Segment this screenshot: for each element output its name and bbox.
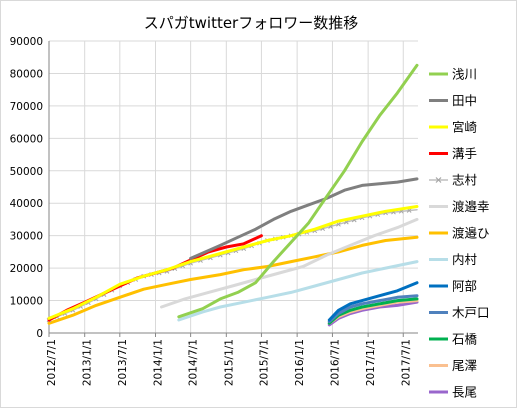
x-tick-label: 2013/7/1	[117, 339, 129, 386]
legend-label-溝手: 溝手	[452, 146, 477, 161]
x-tick-label: 2012/7/1	[46, 339, 58, 386]
axis-layer: 0 10000 20000 30000 40000 50000 60000 70000 8000…	[10, 36, 418, 386]
series-layer	[46, 63, 419, 327]
x-tick-label: 2013/1/1	[82, 339, 94, 386]
x-tick-label: 2015/1/1	[223, 339, 235, 386]
grid-layer	[48, 40, 418, 334]
series-line-内村	[177, 260, 419, 322]
x-tick-label: 2014/1/1	[153, 339, 165, 386]
y-tick-label: 70000	[10, 101, 43, 113]
legend-label-尾澤: 尾澤	[452, 358, 477, 373]
legend-marker-志村	[435, 177, 442, 183]
y-tick-label: 60000	[10, 133, 43, 145]
x-tick-label: 2017/7/1	[400, 339, 412, 386]
legend-label-長尾: 長尾	[452, 385, 477, 400]
series-line-浅川	[177, 63, 419, 319]
chart-title: スパガtwitterフォロワー数推移	[144, 14, 358, 32]
y-tick-label: 0	[36, 328, 43, 340]
legend-label-志村: 志村	[452, 173, 478, 188]
series-line-阿部	[327, 281, 419, 322]
legend-label-木戸口: 木戸口	[452, 305, 490, 320]
y-tick-label: 30000	[10, 231, 43, 243]
series-line-渡邉ひ	[47, 235, 419, 325]
y-tick-label: 20000	[10, 263, 43, 275]
x-tick-label: 2016/1/1	[294, 339, 306, 386]
legend-label-内村: 内村	[452, 252, 478, 267]
x-tick-label: 2015/7/1	[258, 339, 270, 386]
x-tick-label: 2014/7/1	[188, 339, 200, 386]
y-tick-label: 80000	[10, 68, 43, 80]
legend-label-石橋: 石橋	[452, 332, 478, 347]
series-line-渡邉幸	[160, 217, 419, 309]
legend-label-宮崎: 宮崎	[452, 120, 478, 135]
x-tick-label: 2016/7/1	[329, 339, 341, 386]
series-line-木戸口	[327, 294, 419, 324]
legend-label-渡邉幸: 渡邉幸	[452, 199, 490, 214]
x-tick-label: 2017/1/1	[365, 339, 377, 386]
series-line-田中	[189, 177, 419, 260]
y-tick-label: 90000	[10, 36, 43, 48]
legend-label-浅川: 浅川	[452, 67, 477, 82]
y-tick-label: 50000	[10, 166, 43, 178]
legend-label-田中: 田中	[452, 93, 477, 108]
y-tick-label: 40000	[10, 198, 43, 210]
legend-label-渡邉ひ: 渡邉ひ	[452, 226, 490, 241]
series-line-宮崎	[47, 205, 419, 320]
legend-label-阿部: 阿部	[452, 279, 477, 294]
y-tick-label: 10000	[10, 296, 43, 308]
